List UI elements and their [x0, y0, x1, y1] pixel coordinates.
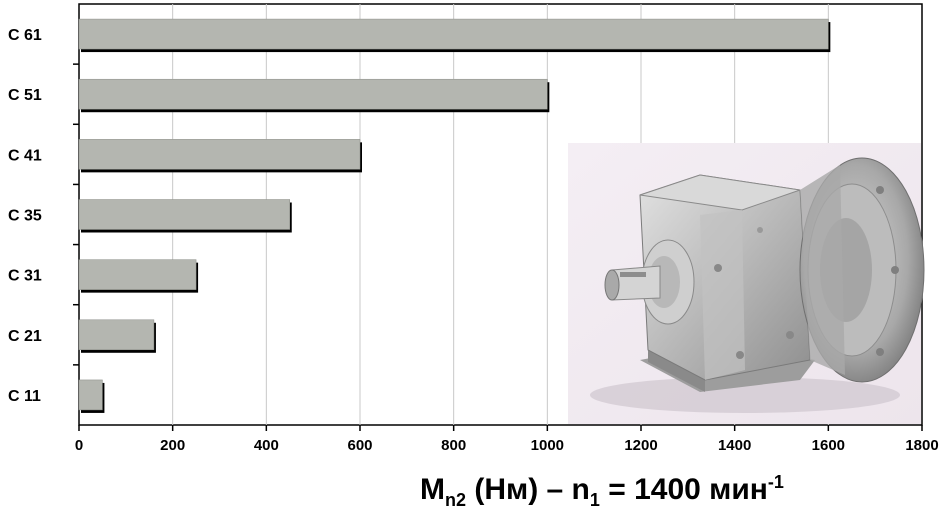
- x-axis-label-unit: (Нм) – n: [466, 473, 590, 506]
- bar: [78, 139, 361, 170]
- x-tick-label: 1800: [905, 437, 938, 454]
- x-tick-label: 200: [160, 437, 185, 454]
- gear-motor-photo: [568, 143, 925, 424]
- x-tick-label: 1000: [531, 437, 564, 454]
- x-axis-label-rpm: = 1400 мин: [599, 473, 768, 506]
- x-tick-label: 1400: [718, 437, 751, 454]
- x-axis-label-rpm-sup: -1: [767, 472, 784, 492]
- bar: [78, 78, 548, 110]
- category-label: C 51: [8, 87, 42, 104]
- bar: [78, 199, 290, 230]
- x-tick-label: 1200: [624, 437, 657, 454]
- x-tick-label: 800: [441, 437, 466, 454]
- category-label: C 41: [8, 147, 42, 164]
- bar: [78, 319, 155, 351]
- x-tick-labels: 0 200 400 600 800 1000 1200 1400 1600 1800: [75, 425, 939, 454]
- x-tick-label: 600: [347, 437, 372, 454]
- bar: [78, 379, 103, 411]
- x-tick-label: 0: [75, 437, 83, 454]
- x-tick-label: 1600: [812, 437, 845, 454]
- category-label: C 61: [8, 27, 42, 44]
- category-labels: C 61 C 51 C 41 C 35 C 31 C 21 C 11: [8, 27, 79, 405]
- category-label: C 31: [8, 268, 42, 285]
- bars: [78, 18, 831, 413]
- category-label: C 35: [8, 208, 42, 225]
- bar: [78, 259, 197, 290]
- x-tick-label: 400: [254, 437, 279, 454]
- x-axis-label-n-sub: 1: [589, 490, 600, 510]
- x-axis-label-m-sub: n2: [445, 490, 467, 510]
- bar: [78, 18, 829, 50]
- category-label: C 21: [8, 328, 42, 345]
- category-label: C 11: [8, 388, 41, 405]
- x-axis-label: Mn2 (Нм) – n1 = 1400 мин-1: [420, 468, 940, 512]
- x-axis-label-m: M: [420, 473, 445, 506]
